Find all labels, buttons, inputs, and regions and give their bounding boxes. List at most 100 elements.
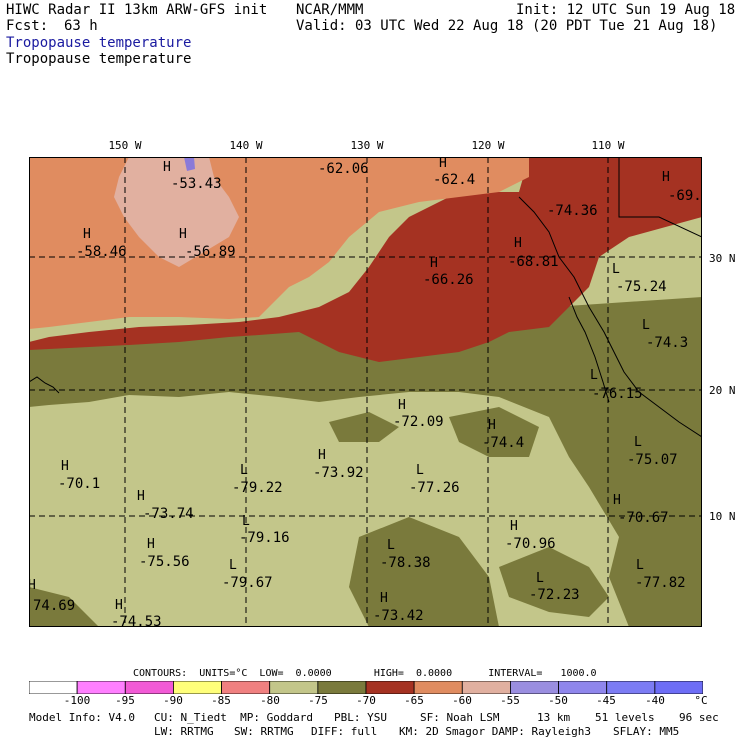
tropopause-temperature-map: H -53.43 -62.06 H -62.4 H -69.7 -74.36 H… (29, 157, 702, 627)
extremum-type: H (137, 489, 145, 504)
org-label: NCAR/MMM (296, 2, 364, 18)
extremum-value: -79.16 (239, 530, 290, 546)
extremum-type: L (634, 435, 642, 450)
lon-label-140w: 140 W (229, 139, 263, 152)
legend-label: -95 (115, 694, 135, 707)
legend-label: -55 (500, 694, 520, 707)
diff-info: DIFF: full (311, 725, 378, 738)
extremum-type: H (147, 537, 155, 552)
lat-label-20n: 20 N (709, 384, 736, 397)
extremum-type: H (430, 256, 438, 271)
legend-swatch (365, 681, 415, 694)
contours-info: CONTOURS: UNITS=°C LOW= 0.0000 HIGH= 0.0… (133, 668, 597, 679)
legend-label: -50 (548, 694, 568, 707)
legend-label: -80 (260, 694, 280, 707)
extremum-value: -74.3 (646, 335, 688, 351)
lon-label-120w: 120 W (471, 139, 505, 152)
extremum-type: H (163, 160, 171, 175)
sflay-info: SFLAY: MM5 (613, 725, 680, 738)
legend-swatch (124, 681, 174, 694)
band-minus50-minus55 (184, 157, 195, 171)
legend-label: -90 (163, 694, 183, 707)
extremum-type: L (636, 558, 644, 573)
cu-mp-info: CU: N_Tiedt MP: Goddard (154, 711, 313, 724)
legend-unit: °C (694, 694, 708, 707)
extremum-value: -79.22 (232, 480, 283, 496)
pbl-info: PBL: YSU (334, 711, 387, 724)
extremum-type: H (29, 578, 36, 593)
model-info: Model Info: V4.0 (29, 711, 135, 724)
extremum-value: -77.26 (409, 480, 460, 496)
legend-swatch (76, 681, 126, 694)
extremum-value: -70.67 (618, 510, 669, 526)
coastline (518, 196, 702, 438)
extremum-value: -56.89 (185, 244, 236, 260)
legend-swatch (654, 681, 703, 694)
extremum-value: -75.07 (627, 452, 678, 468)
sf-info: SF: Noah LSM (420, 711, 500, 724)
valid-time: Valid: 03 UTC Wed 22 Aug 18 (20 PDT Tue … (296, 18, 718, 34)
lon-label-130w: 130 W (350, 139, 384, 152)
legend-swatch (461, 681, 511, 694)
extremum-type: L (642, 318, 650, 333)
timestep-info: 96 sec (679, 711, 719, 724)
extremum-value: -73.42 (373, 608, 424, 624)
extremum-type: H (514, 236, 522, 251)
legend-label: -100 (63, 694, 91, 707)
model-title: HIWC Radar II 13km ARW-GFS init (6, 2, 268, 18)
lw-info: LW: RRTMG (154, 725, 214, 738)
extremum-type: L (229, 558, 237, 573)
extremum-value: -62.06 (318, 161, 369, 177)
graticule (29, 157, 702, 627)
lat-label-10n: 10 N (709, 510, 736, 523)
lon-label-110w: 110 W (591, 139, 625, 152)
extremum-value: -68.81 (508, 254, 559, 270)
extremum-value: -72.09 (393, 414, 444, 430)
extrema-labels: H -53.43 -62.06 H -62.4 H -69.7 -74.36 H… (29, 157, 702, 627)
band-minus70-minus75 (29, 297, 702, 627)
forecast-hour: 63 h (64, 18, 98, 34)
legend-swatch (269, 681, 319, 694)
legend-label: -40 (645, 694, 665, 707)
extremum-value: -69.7 (668, 188, 702, 204)
forecast-label: Fcst: (6, 18, 49, 34)
extremum-type: H (439, 157, 447, 171)
legend-swatch (510, 681, 559, 694)
extremum-value: -58.46 (76, 244, 127, 260)
extremum-value: -73.92 (313, 465, 364, 481)
extremum-value: -76.15 (592, 386, 643, 402)
legend-label: -70 (356, 694, 376, 707)
sw-info: SW: RRTMG (234, 725, 294, 738)
extremum-type: L (387, 538, 395, 553)
extremum-type: H (115, 598, 123, 613)
extremum-value: 74.69 (33, 598, 75, 614)
levels-info: 51 levels (595, 711, 655, 724)
extremum-value: -79.67 (222, 575, 273, 591)
extremum-value: -75.24 (616, 279, 667, 295)
legend-swatch (317, 681, 367, 694)
extremum-type: H (662, 170, 670, 185)
color-legend (29, 681, 703, 694)
extremum-type: H (380, 591, 388, 606)
state-borders (618, 157, 702, 238)
field-title-blue: Tropopause temperature (6, 35, 192, 51)
extremum-type: L (590, 368, 598, 383)
extremum-type: H (510, 519, 518, 534)
lon-label-150w: 150 W (108, 139, 142, 152)
resolution-info: 13 km (537, 711, 571, 724)
field-title: Tropopause temperature (6, 51, 192, 67)
extremum-type: L (242, 514, 250, 529)
legend-swatch (173, 681, 222, 694)
extremum-value: -70.96 (505, 536, 556, 552)
km-damp-info: KM: 2D Smagor DAMP: Rayleigh3 (399, 725, 592, 738)
legend-label: -60 (452, 694, 472, 707)
extremum-type: H (179, 227, 187, 242)
extremum-type: H (398, 398, 406, 413)
extremum-value: -74.53 (111, 614, 162, 627)
extremum-value: -74.4 (482, 435, 524, 451)
extremum-value: -70.1 (58, 476, 100, 492)
legend-swatch (221, 681, 271, 694)
extremum-value: -66.26 (423, 272, 474, 288)
extremum-value: -62.4 (433, 172, 475, 188)
extremum-value: -74.36 (547, 203, 598, 219)
